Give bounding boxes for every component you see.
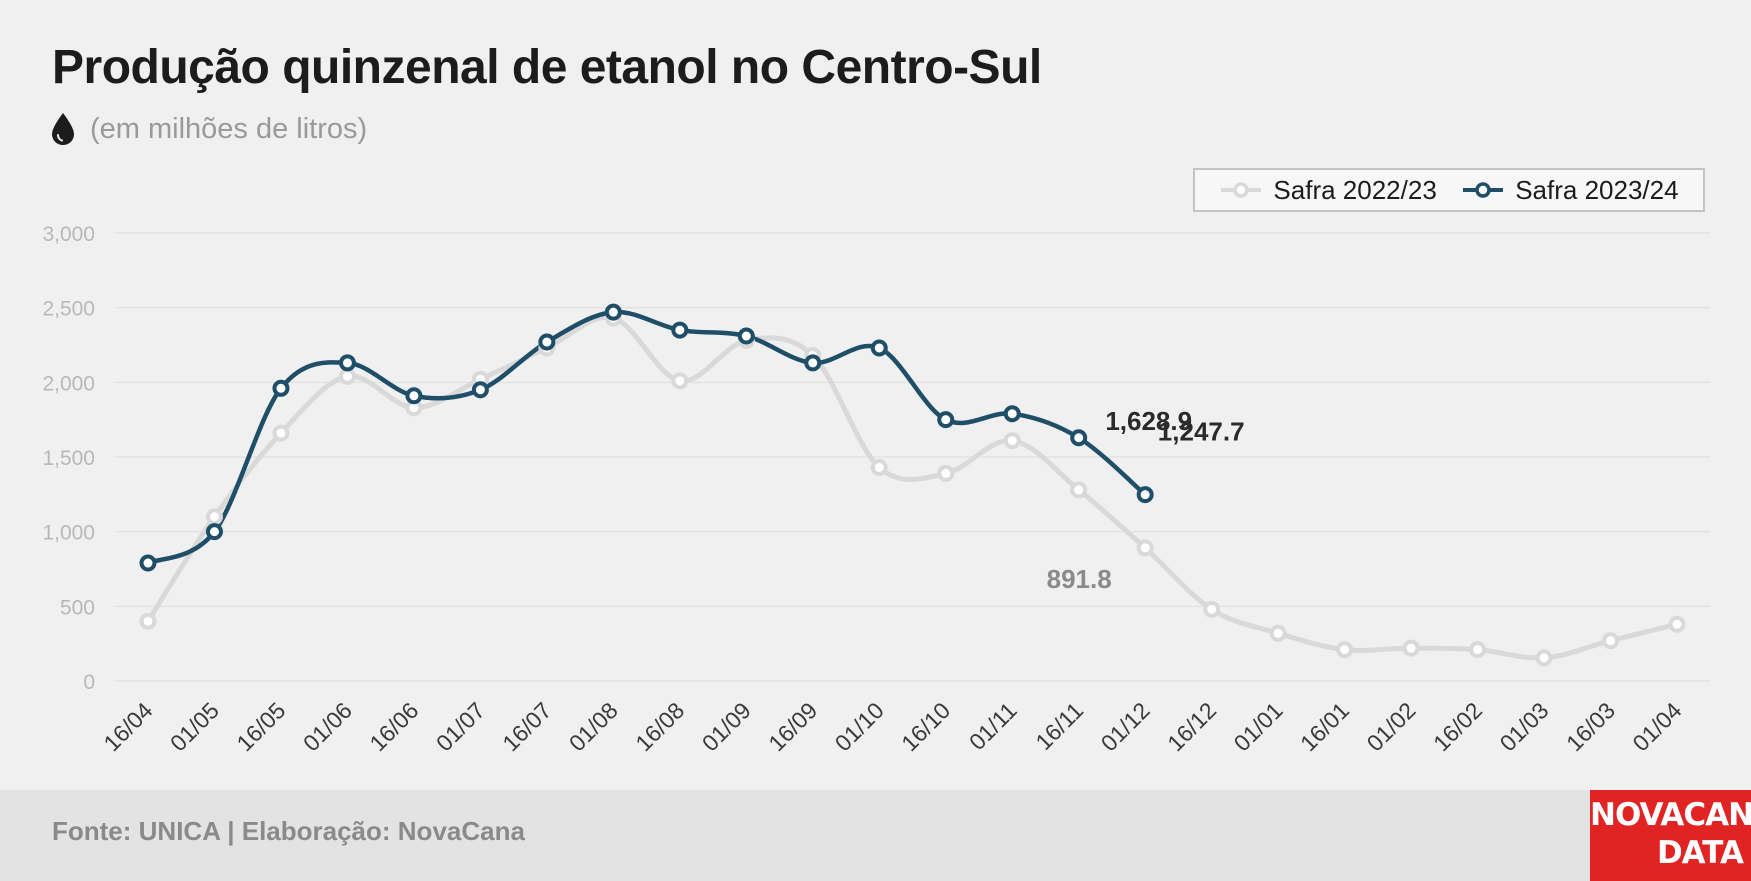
x-tick-label: 01/07 [431,697,490,756]
x-tick-label: 16/07 [497,697,556,756]
series-line-1 [145,309,1148,566]
data-point-1[interactable] [272,379,290,397]
data-point-0[interactable] [1269,624,1287,642]
legend-item-2022[interactable]: Safra 2022/23 [1219,174,1437,206]
legend-marker-2022 [1221,182,1262,198]
legend: Safra 2022/23 Safra 2023/24 [1193,168,1705,212]
data-point-1[interactable] [1003,405,1021,423]
x-tick-label: 16/06 [364,697,423,756]
data-point-0[interactable] [1070,481,1088,499]
data-point-0[interactable] [338,367,356,385]
data-point-0[interactable] [1402,639,1420,657]
data-point-0[interactable] [1336,641,1354,659]
logo-line-1: NOVACANA [1590,797,1751,833]
source-text: Fonte: UNICA | Elaboração: NovaCana [52,816,525,846]
data-point-0[interactable] [870,458,888,476]
line-chart: 0 500 1,000 1,500 2,000 2,500 3,000 16/04 01/05… [42,223,1710,756]
subtitle-text: (em milhões de litros) [90,112,368,145]
y-tick-label: 1,000 [42,522,95,545]
data-point-1[interactable] [1070,429,1088,447]
data-point-0[interactable] [272,424,290,442]
x-tick-label: 01/12 [1096,697,1155,756]
x-tick-label: 01/05 [165,697,224,756]
data-point-1[interactable] [937,411,955,429]
data-point-0[interactable] [937,464,955,482]
x-tick-label: 16/08 [630,697,689,756]
data-label: 1,628.9 [1105,406,1192,436]
data-labels: 1,628.91,247.7 891.8 [1047,406,1245,594]
x-tick-label: 16/02 [1428,697,1487,756]
y-tick-label: 1,500 [42,447,95,470]
y-tick-label: 2,000 [42,372,95,395]
legend-marker-2023 [1463,182,1504,198]
data-point-0[interactable] [671,372,689,390]
data-point-0[interactable] [1136,539,1154,557]
legend-label-2022: Safra 2022/23 [1273,174,1437,205]
y-tick-label: 0 [83,671,95,694]
data-point-1[interactable] [604,303,622,321]
data-label: 1,247.7 [1158,417,1245,447]
data-point-0[interactable] [1668,615,1686,633]
data-point-0[interactable] [205,508,223,526]
data-point-1[interactable] [139,554,157,572]
data-point-1[interactable] [671,321,689,339]
data-point-0[interactable] [1003,432,1021,450]
data-point-1[interactable] [338,354,356,372]
x-tick-label: 16/09 [763,697,822,756]
y-tick-label: 500 [60,596,95,619]
data-point-1[interactable] [804,354,822,372]
x-tick-label: 01/08 [564,697,623,756]
x-axis-ticks: 16/04 01/05 16/05 01/06 16/06 01/07 16/07 01/08… [98,697,1686,756]
x-tick-label: 16/12 [1162,697,1221,756]
chart-title: Produção quinzenal de etanol no Centro-S… [52,41,1042,94]
x-tick-label: 01/06 [298,697,357,756]
y-axis-ticks: 0 500 1,000 1,500 2,000 2,500 3,000 [42,223,95,694]
data-point-0[interactable] [1602,632,1620,650]
data-point-0[interactable] [139,612,157,630]
x-tick-label: 16/05 [231,697,290,756]
x-tick-label: 16/01 [1295,697,1354,756]
data-point-1[interactable] [1136,486,1154,504]
data-point-0[interactable] [1469,641,1487,659]
data-point-1[interactable] [405,387,423,405]
x-tick-label: 01/02 [1362,697,1421,756]
data-point-1[interactable] [538,333,556,351]
data-point-1[interactable] [205,523,223,541]
x-tick-label: 01/04 [1627,697,1686,756]
data-point-1[interactable] [870,339,888,357]
data-point-1[interactable] [471,381,489,399]
x-tick-label: 01/09 [697,697,756,756]
series-points [139,303,1686,667]
x-tick-label: 16/10 [896,697,955,756]
footer: Fonte: UNICA | Elaboração: NovaCana NOVA… [0,790,1751,881]
x-tick-label: 16/04 [98,697,157,756]
legend-label-2023: Safra 2023/24 [1515,174,1679,205]
logo-line-2: DATA [1656,835,1744,871]
y-tick-label: 3,000 [42,223,95,246]
legend-item-2023[interactable]: Safra 2023/24 [1461,174,1679,206]
data-point-0[interactable] [1535,649,1553,667]
x-tick-label: 16/03 [1561,697,1620,756]
novacana-data-logo[interactable]: NOVACANA DATA [1590,790,1751,881]
chart-subtitle: (em milhões de litros) [50,112,367,146]
x-tick-label: 01/03 [1494,697,1553,756]
x-tick-label: 01/10 [830,697,889,756]
drop-icon [52,113,74,145]
data-point-0[interactable] [1203,600,1221,618]
x-tick-label: 01/11 [964,697,1022,755]
data-label: 891.8 [1047,564,1112,594]
gridlines [115,232,1710,682]
data-point-1[interactable] [737,327,755,345]
x-tick-label: 01/01 [1229,697,1288,756]
x-tick-label: 16/11 [1030,697,1088,755]
y-tick-label: 2,500 [42,298,95,321]
